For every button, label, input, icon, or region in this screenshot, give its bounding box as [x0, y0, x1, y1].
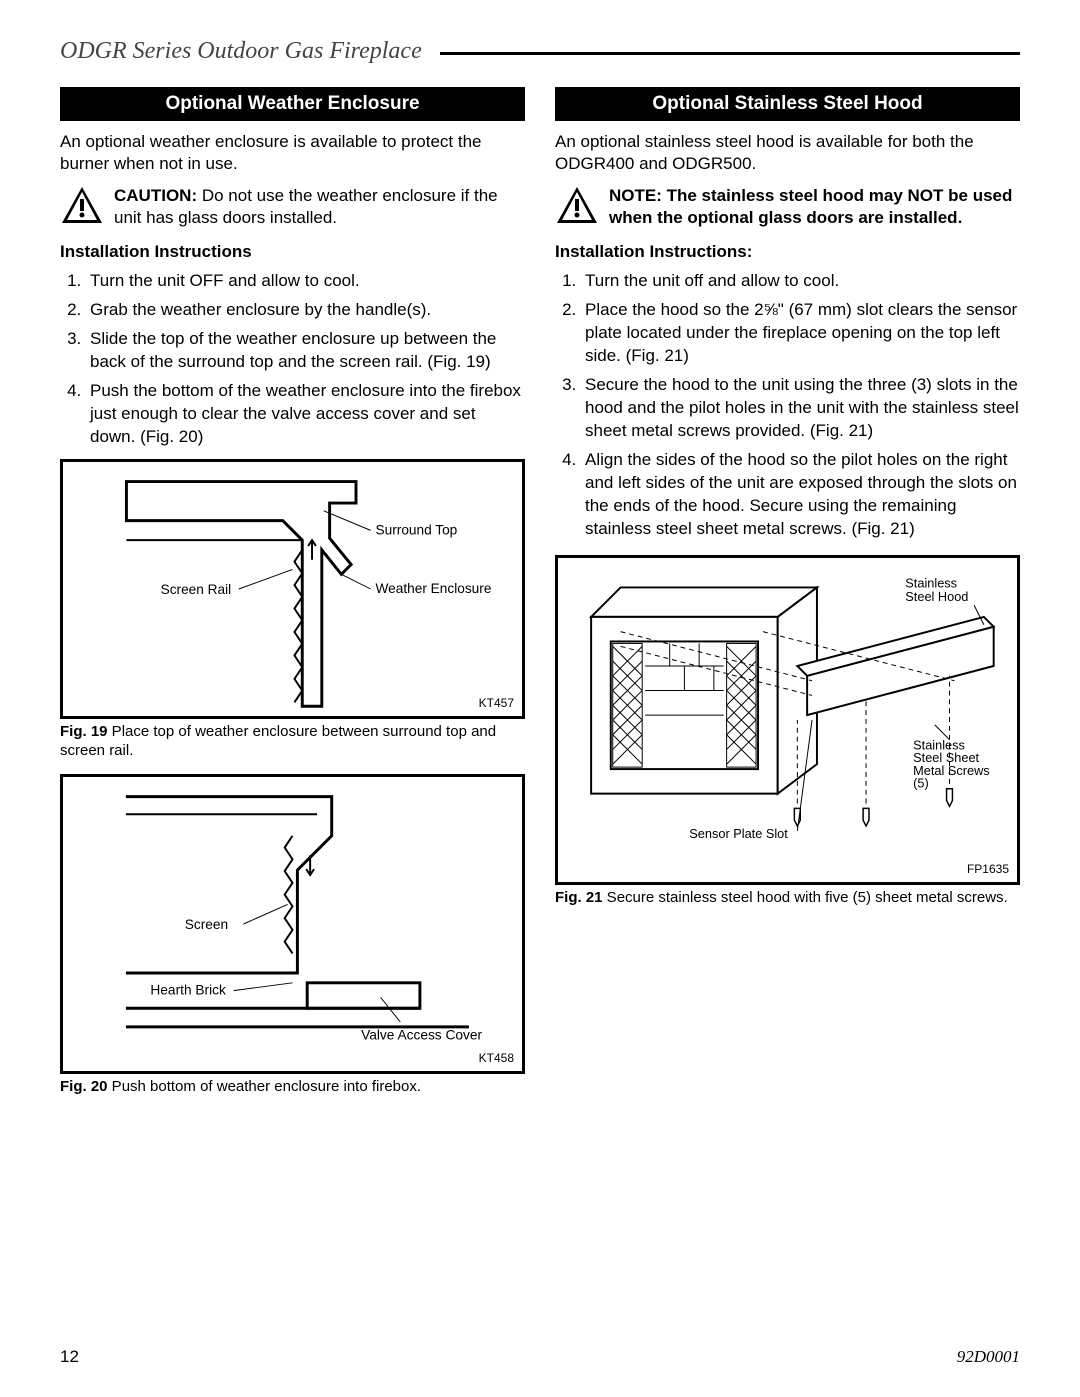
caution-label: CAUTION:: [114, 186, 197, 205]
fig19-caption: Fig. 19 Place top of weather enclosure b…: [60, 723, 525, 761]
list-item: Push the bottom of the weather enclosure…: [86, 380, 525, 449]
left-column: Optional Weather Enclosure An optional w…: [60, 87, 525, 1097]
list-item: Turn the unit OFF and allow to cool.: [86, 270, 525, 293]
warning-icon: [555, 185, 599, 230]
left-section-header: Optional Weather Enclosure: [60, 87, 525, 121]
label-surround-top: Surround Top: [376, 522, 458, 537]
list-item: Align the sides of the hood so the pilot…: [581, 449, 1020, 541]
right-inst-head: Installation Instructions:: [555, 242, 1020, 262]
page-title-row: ODGR Series Outdoor Gas Fireplace: [60, 38, 1020, 69]
right-steps: Turn the unit off and allow to cool. Pla…: [555, 270, 1020, 540]
fig20-caption: Fig. 20 Push bottom of weather enclosure…: [60, 1078, 525, 1097]
right-section-header: Optional Stainless Steel Hood: [555, 87, 1020, 121]
page-number: 12: [60, 1347, 79, 1367]
label-stainless-hood: Stainless Steel Hood: [905, 575, 968, 604]
page-footer: 12 92D0001: [60, 1347, 1020, 1367]
label-sensor-slot: Sensor Plate Slot: [689, 825, 788, 840]
left-caution: CAUTION: Do not use the weather enclosur…: [60, 185, 525, 230]
figure-20: Screen Hearth Brick Valve Access Cover K…: [60, 774, 525, 1074]
list-item: Turn the unit off and allow to cool.: [581, 270, 1020, 293]
fig21-caption: Fig. 21 Secure stainless steel hood with…: [555, 889, 1020, 908]
list-item: Grab the weather enclosure by the handle…: [86, 299, 525, 322]
label-screen-rail: Screen Rail: [161, 582, 232, 597]
list-item: Place the hood so the 2⅝" (67 mm) slot c…: [581, 299, 1020, 368]
label-valve-cover: Valve Access Cover: [361, 1028, 482, 1043]
left-caution-text: CAUTION: Do not use the weather enclosur…: [114, 185, 525, 230]
content-columns: Optional Weather Enclosure An optional w…: [60, 87, 1020, 1097]
warning-icon: [60, 185, 104, 230]
page-title: ODGR Series Outdoor Gas Fireplace: [60, 38, 422, 65]
label-screws: Stainless Steel Sheet Metal Screws (5): [913, 737, 993, 790]
title-rule: [440, 52, 1020, 55]
right-note-text: NOTE: The stainless steel hood may NOT b…: [609, 185, 1020, 230]
fig20-code: KT458: [479, 1051, 514, 1065]
label-weather-enclosure: Weather Enclosure: [376, 581, 492, 596]
doc-code: 92D0001: [957, 1347, 1020, 1367]
right-note: NOTE: The stainless steel hood may NOT b…: [555, 185, 1020, 230]
left-inst-head: Installation Instructions: [60, 242, 525, 262]
left-steps: Turn the unit OFF and allow to cool. Gra…: [60, 270, 525, 449]
figure-19: Surround Top Screen Rail Weather Enclosu…: [60, 459, 525, 719]
fig19-code: KT457: [479, 696, 514, 710]
list-item: Secure the hood to the unit using the th…: [581, 374, 1020, 443]
list-item: Slide the top of the weather enclosure u…: [86, 328, 525, 374]
label-hearth-brick: Hearth Brick: [150, 983, 226, 998]
figure-21: Stainless Steel Hood Stainless Steel She…: [555, 555, 1020, 885]
left-intro: An optional weather enclosure is availab…: [60, 131, 525, 175]
right-intro: An optional stainless steel hood is avai…: [555, 131, 1020, 175]
fig21-code: FP1635: [967, 862, 1009, 876]
right-column: Optional Stainless Steel Hood An optiona…: [555, 87, 1020, 1097]
label-screen: Screen: [185, 917, 228, 932]
